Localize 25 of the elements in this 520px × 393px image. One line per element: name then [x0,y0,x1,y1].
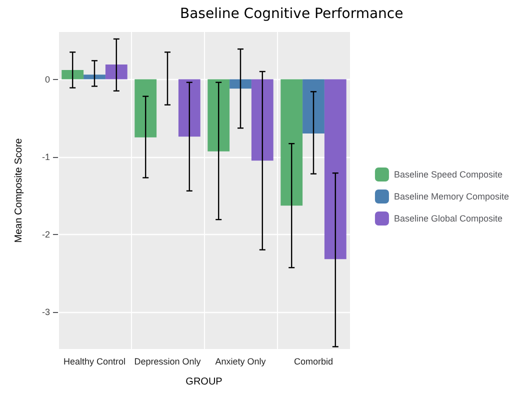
x-tick-label: Comorbid [294,356,334,366]
bar [230,79,252,89]
x-tick-label: Anxiety Only [215,356,266,366]
bar [105,64,128,80]
bar [208,79,230,152]
legend-label: Baseline Memory Composite [394,192,509,202]
bar [84,74,106,80]
y-tick-label: -3 [42,306,50,317]
bar [302,79,324,134]
bar [62,70,84,80]
bar [324,79,346,260]
bar [280,79,303,206]
y-tick-label: -1 [42,152,50,162]
y-tick-label: 0 [44,74,50,84]
y-tick-label: -2 [42,229,50,240]
chart-title: Baseline Cognitive Performance [180,6,404,22]
x-tick-label: Depression Only [134,356,202,366]
y-axis-title: Mean Composite Score [14,138,24,243]
legend-label: Baseline Global Composite [394,214,503,224]
bar [134,79,157,138]
bar [251,79,274,161]
x-axis-title: GROUP [186,376,223,388]
x-tick-label: Healthy Control [63,356,126,366]
legend-label: Baseline Speed Composite [394,170,503,180]
bar [178,79,200,137]
